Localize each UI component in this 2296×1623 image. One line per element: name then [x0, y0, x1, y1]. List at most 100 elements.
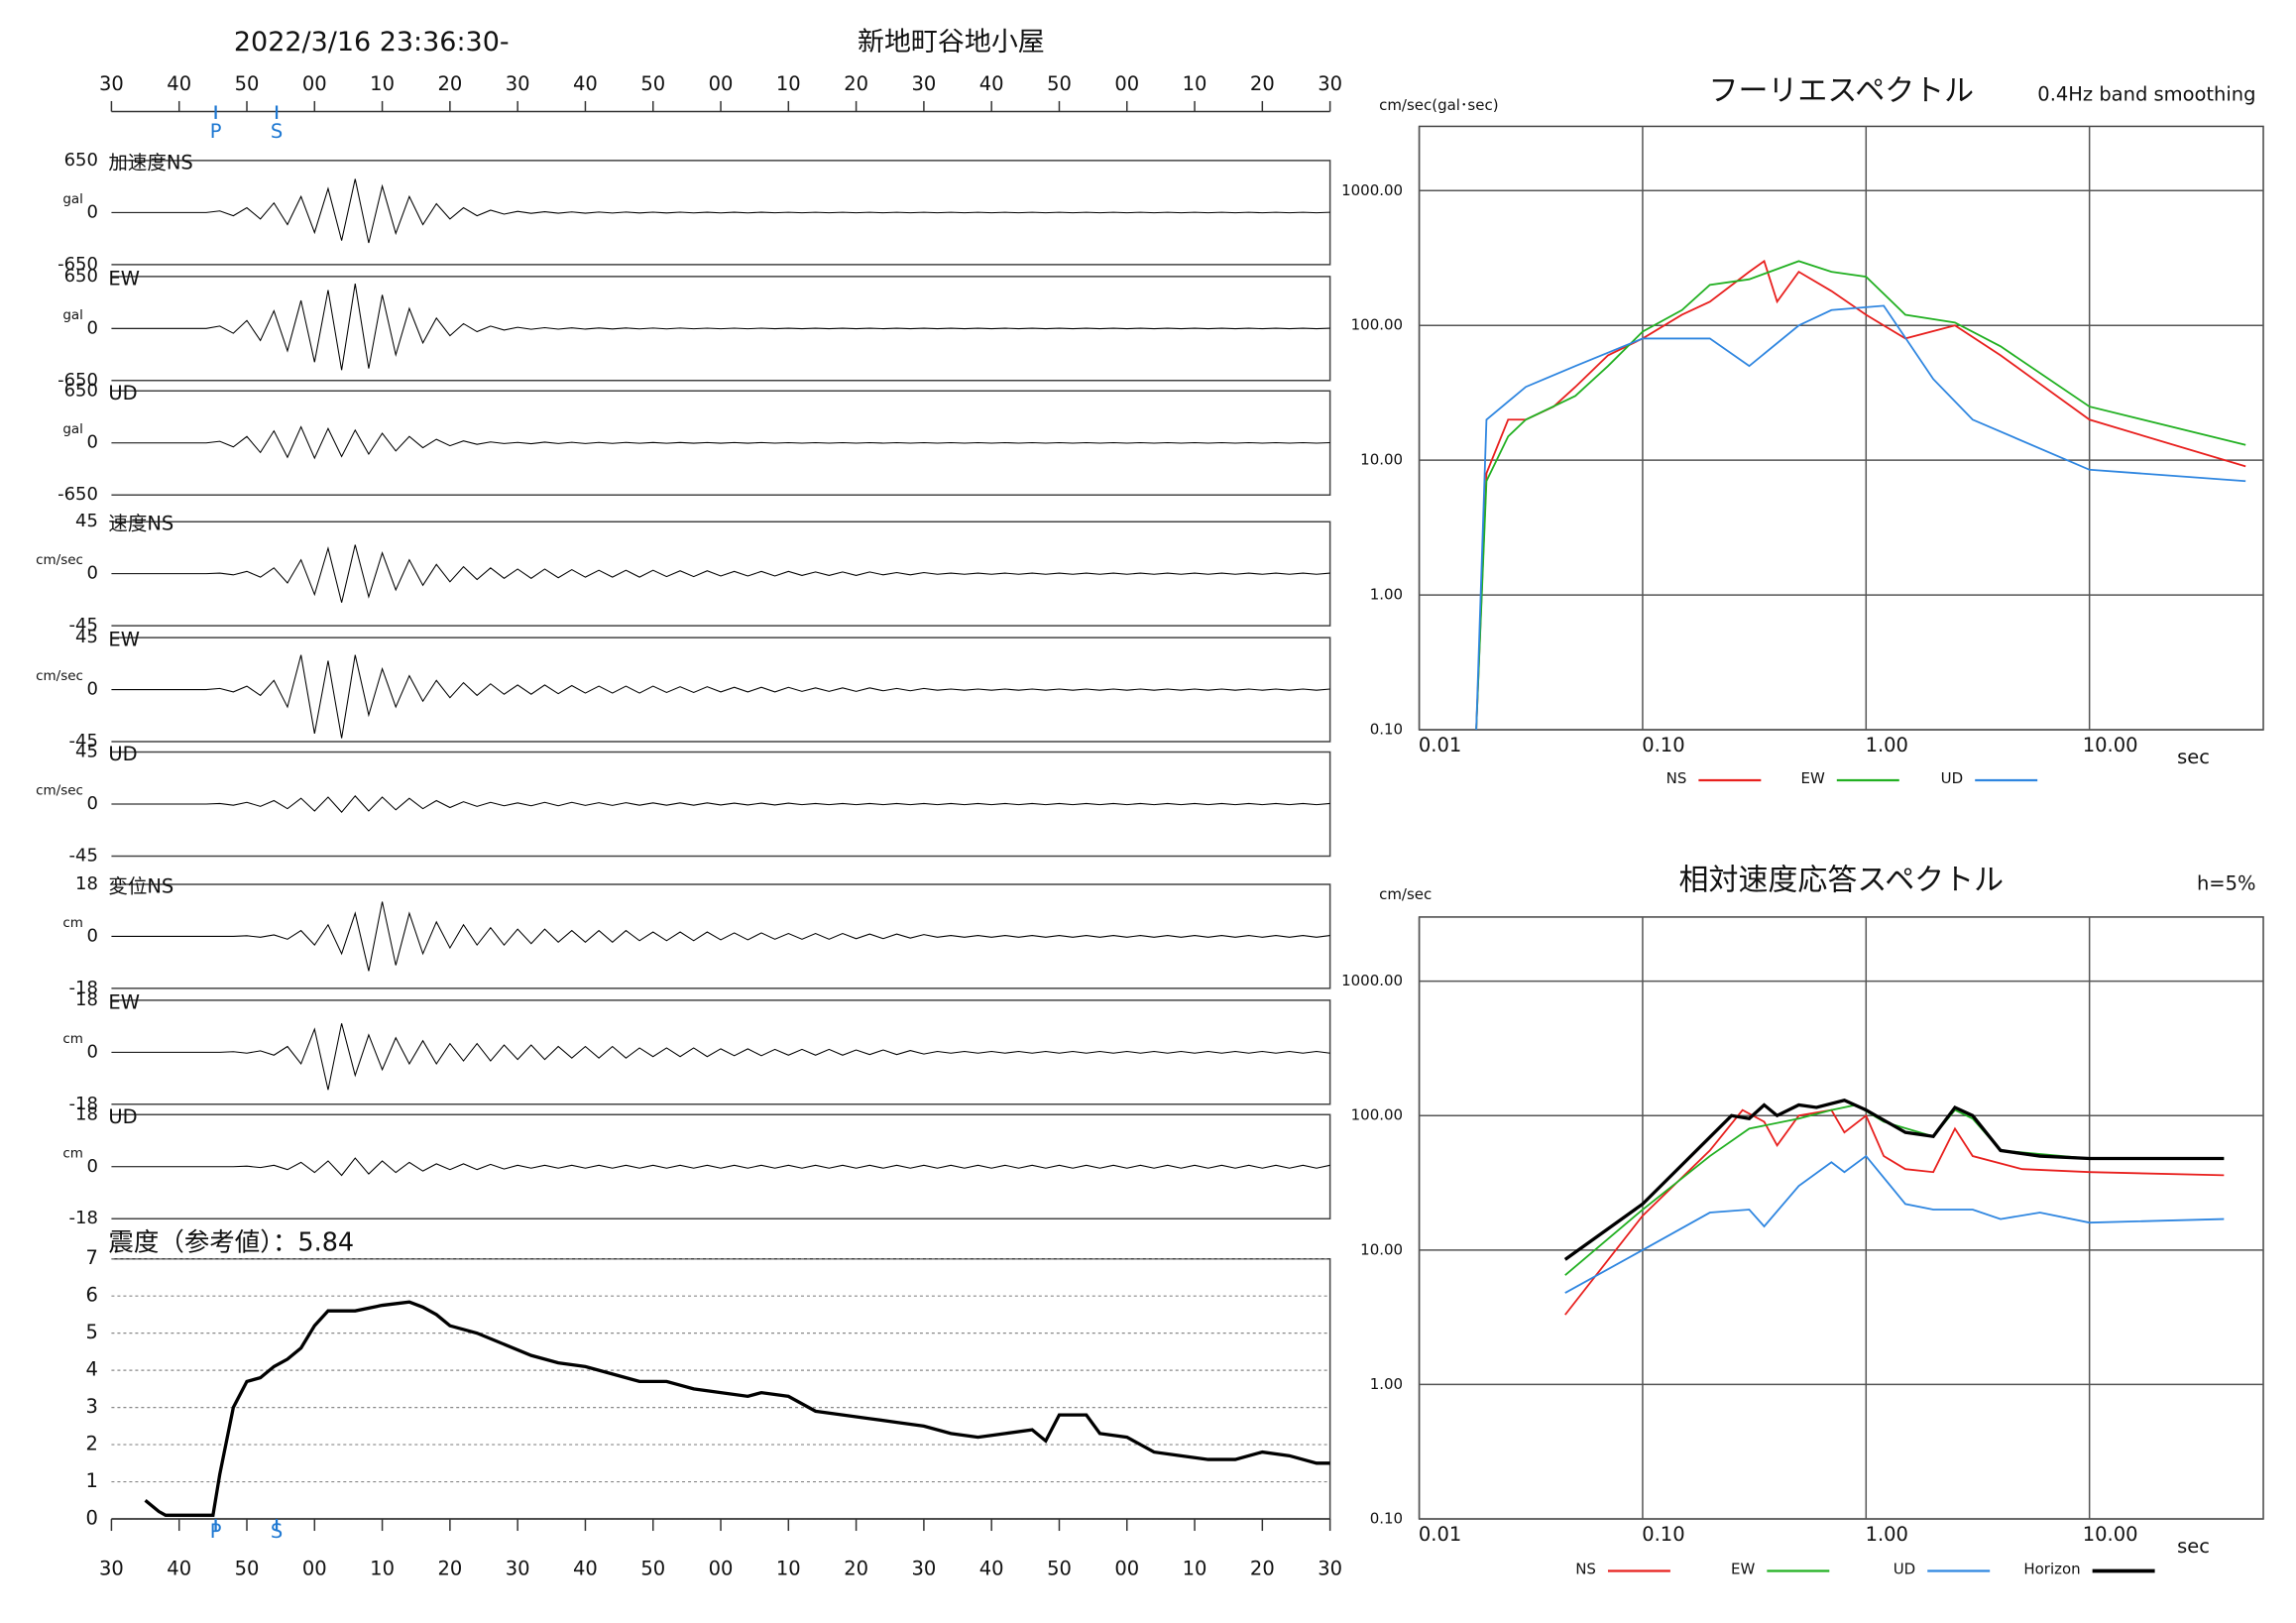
x-tick-label: 10	[1183, 72, 1207, 95]
y-tick-label: 7	[86, 1246, 98, 1269]
x-axis-label: sec	[2177, 1535, 2210, 1558]
panel-frame	[111, 751, 1331, 858]
x-tick-label: 30	[912, 1558, 937, 1580]
y-tick-label: 0	[86, 679, 97, 700]
chart-title: 新地町谷地小屋	[858, 27, 1045, 58]
x-tick-label: 50	[1047, 72, 1072, 95]
y-tick-label: 0	[86, 432, 97, 453]
subtitle: 0.4Hz band smoothing	[2037, 82, 2255, 105]
y-tick-label: -650	[57, 254, 98, 275]
x-tick-label: 00	[1114, 72, 1139, 95]
y-tick-label: 100.00	[1351, 1106, 1403, 1124]
panel-frame	[111, 883, 1331, 989]
y-tick-label: 45	[75, 627, 98, 647]
x-tick-label: 00	[302, 72, 327, 95]
panel-label: 速度NS	[108, 513, 173, 535]
y-tick-label: -18	[69, 1208, 98, 1228]
y-tick-label: -18	[69, 1094, 98, 1114]
x-tick-label: 20	[844, 72, 868, 95]
x-tick-label: 40	[167, 1558, 191, 1580]
x-tick-label: 20	[1250, 72, 1275, 95]
spectrum-line	[1564, 1154, 2225, 1294]
phase-label: P	[210, 120, 222, 143]
x-tick-label: 00	[1114, 1558, 1139, 1580]
x-tick-label: 30	[1318, 1558, 1342, 1580]
header: 2022/3/16 23:36:30-	[234, 27, 510, 58]
x-tick-label: 30	[99, 1558, 124, 1580]
intensity-line	[144, 1300, 1330, 1517]
x-tick-label: 0.10	[1642, 1523, 1684, 1546]
waveform	[111, 544, 1330, 603]
x-tick-label: 40	[573, 1558, 598, 1580]
unit-label: cm	[62, 1031, 83, 1047]
y-tick-label: 0	[86, 1507, 98, 1530]
panel-label: 加速度NS	[108, 151, 192, 174]
x-tick-label: 10.00	[2083, 734, 2138, 756]
x-tick-label: 10	[1183, 1558, 1207, 1580]
y-tick-label: 45	[75, 742, 98, 762]
y-tick-label: 45	[75, 511, 98, 531]
unit-label: cm/sec	[36, 668, 83, 684]
y-tick-label: 0	[86, 1041, 97, 1062]
x-tick-label: 30	[506, 72, 530, 95]
x-tick-label: 50	[235, 72, 260, 95]
x-tick-label: 40	[573, 72, 598, 95]
unit-label: cm/sec	[36, 783, 83, 799]
panel-label: UD	[108, 1105, 137, 1128]
y-tick-label: 0	[86, 317, 97, 338]
unit-label: cm/sec	[36, 552, 83, 568]
y-tick-label: 1000.00	[1341, 181, 1403, 199]
y-tick-label: 6	[86, 1284, 98, 1307]
panel-frame	[111, 637, 1331, 743]
y-axis-label: cm/sec(gal･sec)	[1379, 96, 1498, 114]
y-tick-label: -650	[57, 484, 98, 505]
y-tick-label: 1.00	[1370, 586, 1403, 604]
y-tick-label: 4	[86, 1358, 98, 1381]
phase-label: S	[271, 120, 283, 143]
legend-label: EW	[1731, 1561, 1755, 1578]
x-tick-label: 50	[640, 1558, 665, 1580]
unit-label: gal	[62, 191, 83, 207]
legend-label: UD	[1894, 1561, 1916, 1578]
x-tick-label: 10	[776, 1558, 801, 1580]
legend-label: UD	[1941, 769, 1964, 787]
panel-label: EW	[108, 629, 140, 651]
chart-title: 相対速度応答スペクトル	[1679, 863, 2005, 897]
x-tick-label: 10	[776, 72, 801, 95]
x-tick-label: 1.00	[1866, 734, 1908, 756]
x-tick-label: 10.00	[2083, 1523, 2138, 1546]
unit-label: gal	[62, 307, 83, 323]
y-tick-label: -45	[69, 615, 98, 636]
x-tick-label: 40	[979, 72, 1004, 95]
y-tick-label: 650	[64, 380, 98, 401]
unit-label: gal	[62, 421, 83, 437]
panel-label: EW	[108, 267, 140, 290]
y-tick-label: 1	[86, 1469, 98, 1492]
panel-frame	[111, 1113, 1331, 1219]
y-tick-label: 18	[75, 989, 98, 1010]
legend-label: EW	[1801, 769, 1825, 787]
y-tick-label: 18	[75, 873, 98, 894]
x-tick-label: 40	[979, 1558, 1004, 1580]
spectrum-line	[1563, 1099, 2225, 1261]
waveform	[111, 178, 1330, 244]
y-tick-label: 10.00	[1360, 1240, 1403, 1258]
x-tick-label: 20	[437, 1558, 462, 1580]
chart-title: 震度（参考値）：5.84	[108, 1228, 354, 1258]
y-tick-label: 18	[75, 1103, 98, 1124]
y-axis-label: cm/sec	[1379, 885, 1432, 903]
y-tick-label: 10.00	[1360, 451, 1403, 469]
legend-label: Horizon	[2023, 1561, 2080, 1578]
x-tick-label: 0.01	[1419, 1523, 1461, 1546]
x-axis-label: sec	[2177, 746, 2210, 768]
waveform	[111, 901, 1330, 972]
panel-label: EW	[108, 990, 140, 1013]
x-tick-label: 30	[1318, 72, 1342, 95]
y-tick-label: 0.10	[1370, 721, 1403, 739]
y-tick-label: 3	[86, 1395, 98, 1418]
chart-title: フーリエスペクトル	[1708, 73, 1974, 108]
x-tick-label: 10	[370, 72, 395, 95]
x-tick-label: 00	[709, 1558, 734, 1580]
y-tick-label: 0	[86, 793, 97, 814]
